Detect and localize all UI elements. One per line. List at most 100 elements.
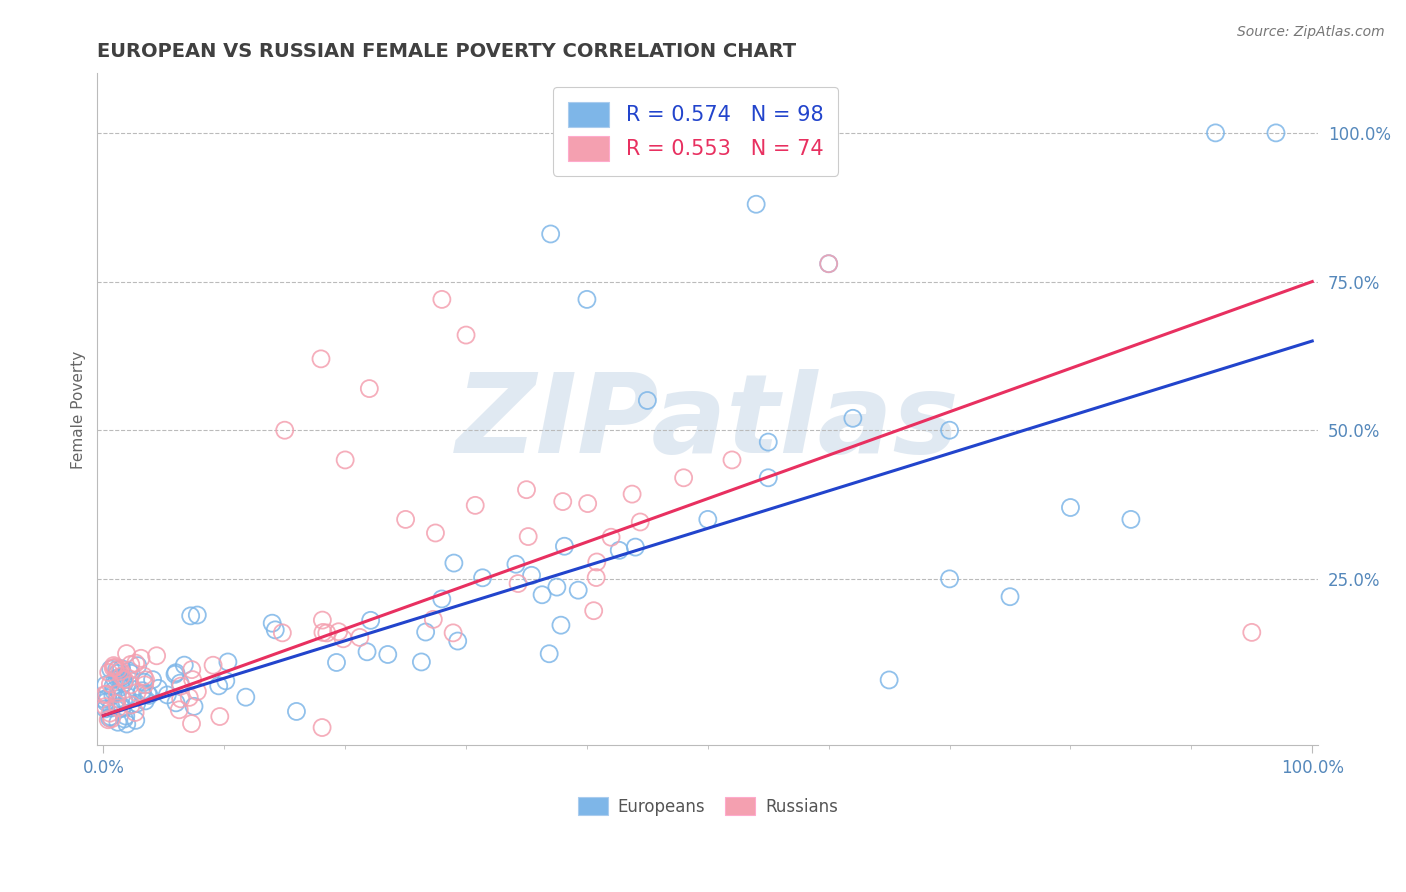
Point: [311, 721, 333, 735]
Point: [274, 423, 297, 437]
Point: [101, 661, 124, 675]
Point: [520, 568, 543, 582]
Point: [447, 634, 470, 648]
Point: [105, 697, 128, 711]
Point: [471, 571, 494, 585]
Point: [97, 691, 120, 706]
Point: [441, 625, 464, 640]
Point: [842, 411, 865, 425]
Point: [551, 494, 574, 508]
Point: [97, 665, 120, 680]
Point: [817, 257, 839, 271]
Y-axis label: Female Poverty: Female Poverty: [72, 351, 86, 468]
Point: [94, 699, 117, 714]
Point: [145, 648, 167, 663]
Point: [756, 471, 779, 485]
Point: [181, 673, 204, 687]
Point: [349, 631, 371, 645]
Point: [156, 688, 179, 702]
Point: [107, 691, 129, 706]
Point: [112, 712, 135, 726]
Point: [112, 693, 135, 707]
Point: [285, 705, 308, 719]
Point: [517, 530, 540, 544]
Point: [167, 703, 190, 717]
Point: [117, 690, 139, 704]
Point: [332, 632, 354, 646]
Point: [120, 678, 142, 692]
Point: [100, 712, 122, 726]
Point: [124, 706, 146, 720]
Point: [103, 658, 125, 673]
Point: [98, 706, 121, 721]
Point: [360, 613, 382, 627]
Point: [93, 688, 115, 702]
Point: [134, 694, 156, 708]
Point: [506, 576, 529, 591]
Point: [1265, 126, 1288, 140]
Point: [105, 663, 128, 677]
Point: [179, 690, 201, 705]
Text: ZIPatlas: ZIPatlas: [456, 369, 960, 476]
Point: [125, 656, 148, 670]
Point: [94, 695, 117, 709]
Point: [621, 487, 644, 501]
Point: [134, 678, 156, 692]
Point: [135, 673, 157, 687]
Point: [271, 625, 294, 640]
Point: [553, 539, 575, 553]
Point: [538, 647, 561, 661]
Point: [315, 626, 337, 640]
Point: [550, 618, 572, 632]
Point: [575, 293, 598, 307]
Point: [114, 673, 136, 687]
Point: [93, 692, 115, 706]
Point: [107, 715, 129, 730]
Point: [464, 499, 486, 513]
Point: [129, 651, 152, 665]
Point: [696, 512, 718, 526]
Point: [131, 687, 153, 701]
Point: [443, 556, 465, 570]
Point: [422, 612, 444, 626]
Point: [262, 616, 284, 631]
Point: [745, 197, 768, 211]
Point: [180, 663, 202, 677]
Point: [165, 696, 187, 710]
Point: [120, 666, 142, 681]
Point: [582, 604, 605, 618]
Point: [104, 660, 127, 674]
Point: [125, 714, 148, 728]
Point: [636, 393, 658, 408]
Point: [546, 580, 568, 594]
Point: [430, 293, 453, 307]
Point: [394, 512, 416, 526]
Point: [148, 681, 170, 696]
Point: [125, 696, 148, 710]
Point: [585, 555, 607, 569]
Point: [721, 453, 744, 467]
Point: [100, 701, 122, 715]
Point: [132, 669, 155, 683]
Point: [96, 687, 118, 701]
Point: [131, 683, 153, 698]
Point: [567, 583, 589, 598]
Point: [100, 662, 122, 676]
Point: [108, 665, 131, 679]
Point: [998, 590, 1021, 604]
Point: [138, 689, 160, 703]
Point: [105, 666, 128, 681]
Point: [98, 711, 121, 725]
Point: [505, 558, 527, 572]
Point: [107, 701, 129, 715]
Point: [142, 673, 165, 687]
Point: [163, 667, 186, 681]
Legend: Europeans, Russians: Europeans, Russians: [571, 790, 845, 822]
Point: [94, 702, 117, 716]
Point: [118, 664, 141, 678]
Point: [127, 658, 149, 673]
Point: [110, 669, 132, 683]
Point: [114, 709, 136, 723]
Point: [186, 607, 208, 622]
Point: [120, 657, 142, 672]
